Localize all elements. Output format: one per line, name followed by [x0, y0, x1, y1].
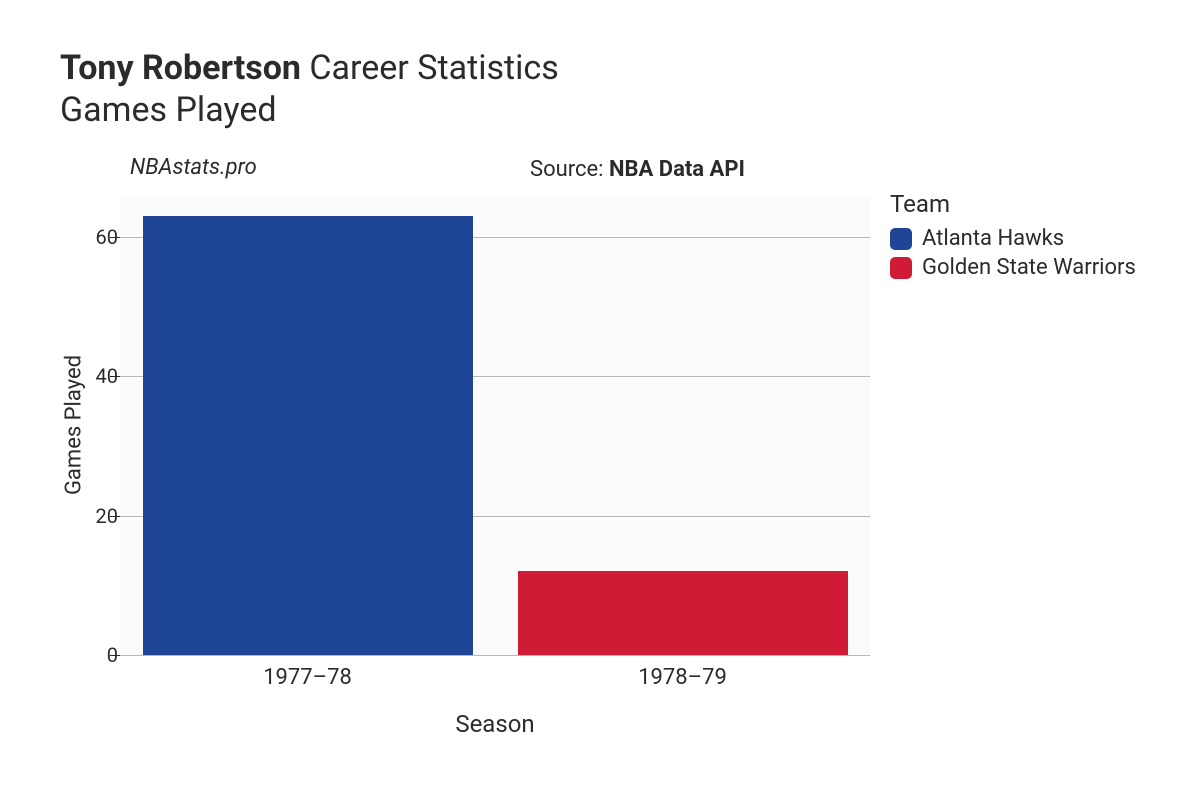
legend-label: Atlanta Hawks: [922, 226, 1064, 251]
source-name: NBA Data API: [609, 157, 745, 182]
source-attribution: Source: NBA Data API: [530, 157, 745, 182]
chart-area: NBAstats.pro Source: NBA Data API Games …: [60, 155, 1160, 755]
chart-title-line1: Tony Robertson Career Statistics: [60, 48, 1160, 88]
x-tick-label: 1978–79: [638, 665, 727, 690]
bar: [518, 571, 848, 655]
chart-title-block: Tony Robertson Career Statistics Games P…: [60, 48, 1160, 130]
gridline: [120, 655, 870, 656]
y-tick-mark: [110, 237, 120, 238]
legend-label: Golden State Warriors: [922, 255, 1136, 280]
legend-title: Team: [890, 190, 1136, 218]
title-player-name: Tony Robertson: [60, 48, 301, 88]
legend-swatch: [890, 228, 912, 250]
bar: [143, 216, 473, 655]
legend: Team Atlanta Hawks Golden State Warriors: [890, 190, 1136, 284]
chart-title-line2: Games Played: [60, 90, 1160, 130]
legend-item: Atlanta Hawks: [890, 226, 1136, 251]
legend-swatch: [890, 257, 912, 279]
legend-item: Golden State Warriors: [890, 255, 1136, 280]
title-suffix: Career Statistics: [301, 48, 559, 88]
y-tick-mark: [110, 655, 120, 656]
plot-area: Games Played Season 02040601977–781978–7…: [120, 195, 870, 655]
y-tick-mark: [110, 376, 120, 377]
source-prefix: Source:: [530, 157, 609, 182]
x-tick-label: 1977–78: [263, 665, 352, 690]
y-axis-label: Games Played: [62, 355, 87, 495]
x-axis-label: Season: [455, 710, 534, 738]
y-tick-mark: [110, 516, 120, 517]
watermark-text: NBAstats.pro: [130, 155, 257, 180]
